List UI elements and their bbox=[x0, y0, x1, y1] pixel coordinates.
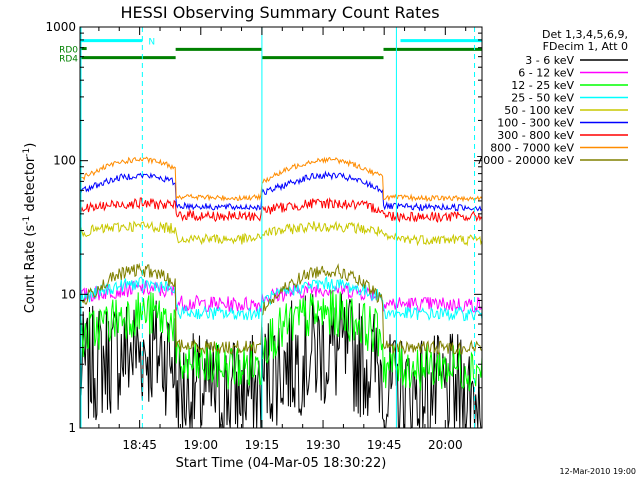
series-line-6 bbox=[79, 196, 483, 223]
chart-title: HESSI Observing Summary Count Rates bbox=[120, 3, 439, 22]
legend-label-3: 25 - 50 keV bbox=[511, 92, 574, 105]
legend-label-1: 6 - 12 keV bbox=[518, 67, 574, 80]
series-line-8 bbox=[79, 262, 483, 356]
legend-label-6: 300 - 800 keV bbox=[497, 129, 574, 142]
legend-label-0: 3 - 6 keV bbox=[525, 54, 574, 67]
legend-label-8: 7000 - 20000 keV bbox=[476, 154, 574, 167]
series-line-0 bbox=[79, 293, 482, 429]
series-line-1 bbox=[79, 280, 483, 314]
x-tick-label: 18:45 bbox=[122, 438, 157, 452]
legend-header-line-1: Det 1,3,4,5,6,9, bbox=[542, 28, 628, 41]
flag-label-0: N bbox=[148, 38, 155, 48]
x-tick-label: 20:00 bbox=[428, 438, 463, 452]
legend: Det 1,3,4,5,6,9, FDecim 1, Att 0 3 - 6 k… bbox=[476, 28, 628, 167]
legend-label-5: 100 - 300 keV bbox=[497, 117, 574, 130]
series-line-4 bbox=[79, 220, 483, 247]
y-tick-label: 100 bbox=[53, 154, 76, 168]
footer-timestamp: 12-Mar-2010 19:00 bbox=[560, 467, 637, 476]
y-tick-label: 1000 bbox=[45, 20, 76, 34]
x-axis: 18:45 19:00 19:15 19:30 19:45 20:00 bbox=[98, 27, 467, 452]
legend-label-7: 800 - 7000 keV bbox=[490, 142, 574, 155]
y-tick-label: 1 bbox=[68, 421, 76, 435]
y-axis: 1 10 100 1000 bbox=[45, 20, 482, 435]
y-tick-label: 10 bbox=[61, 287, 76, 301]
y-axis-label: Count Rate (s-1 detector-1) bbox=[22, 143, 38, 314]
x-axis-label: Start Time (04-Mar-05 18:30:22) bbox=[176, 456, 387, 471]
legend-label-2: 12 - 25 keV bbox=[511, 79, 574, 92]
x-tick-label: 19:15 bbox=[245, 438, 280, 452]
x-tick-label: 19:30 bbox=[306, 438, 341, 452]
x-tick-label: 19:45 bbox=[367, 438, 402, 452]
series-line-7 bbox=[79, 156, 483, 203]
flag-label-1: RD0 bbox=[59, 46, 78, 56]
series-line-2 bbox=[79, 289, 483, 392]
series-line-5 bbox=[79, 170, 483, 212]
flag-label-2: RD4 bbox=[59, 55, 78, 65]
legend-header-line-2: FDecim 1, Att 0 bbox=[543, 40, 628, 53]
legend-label-4: 50 - 100 keV bbox=[504, 104, 574, 117]
plot-frame bbox=[79, 26, 483, 429]
x-tick-label: 19:00 bbox=[183, 438, 218, 452]
